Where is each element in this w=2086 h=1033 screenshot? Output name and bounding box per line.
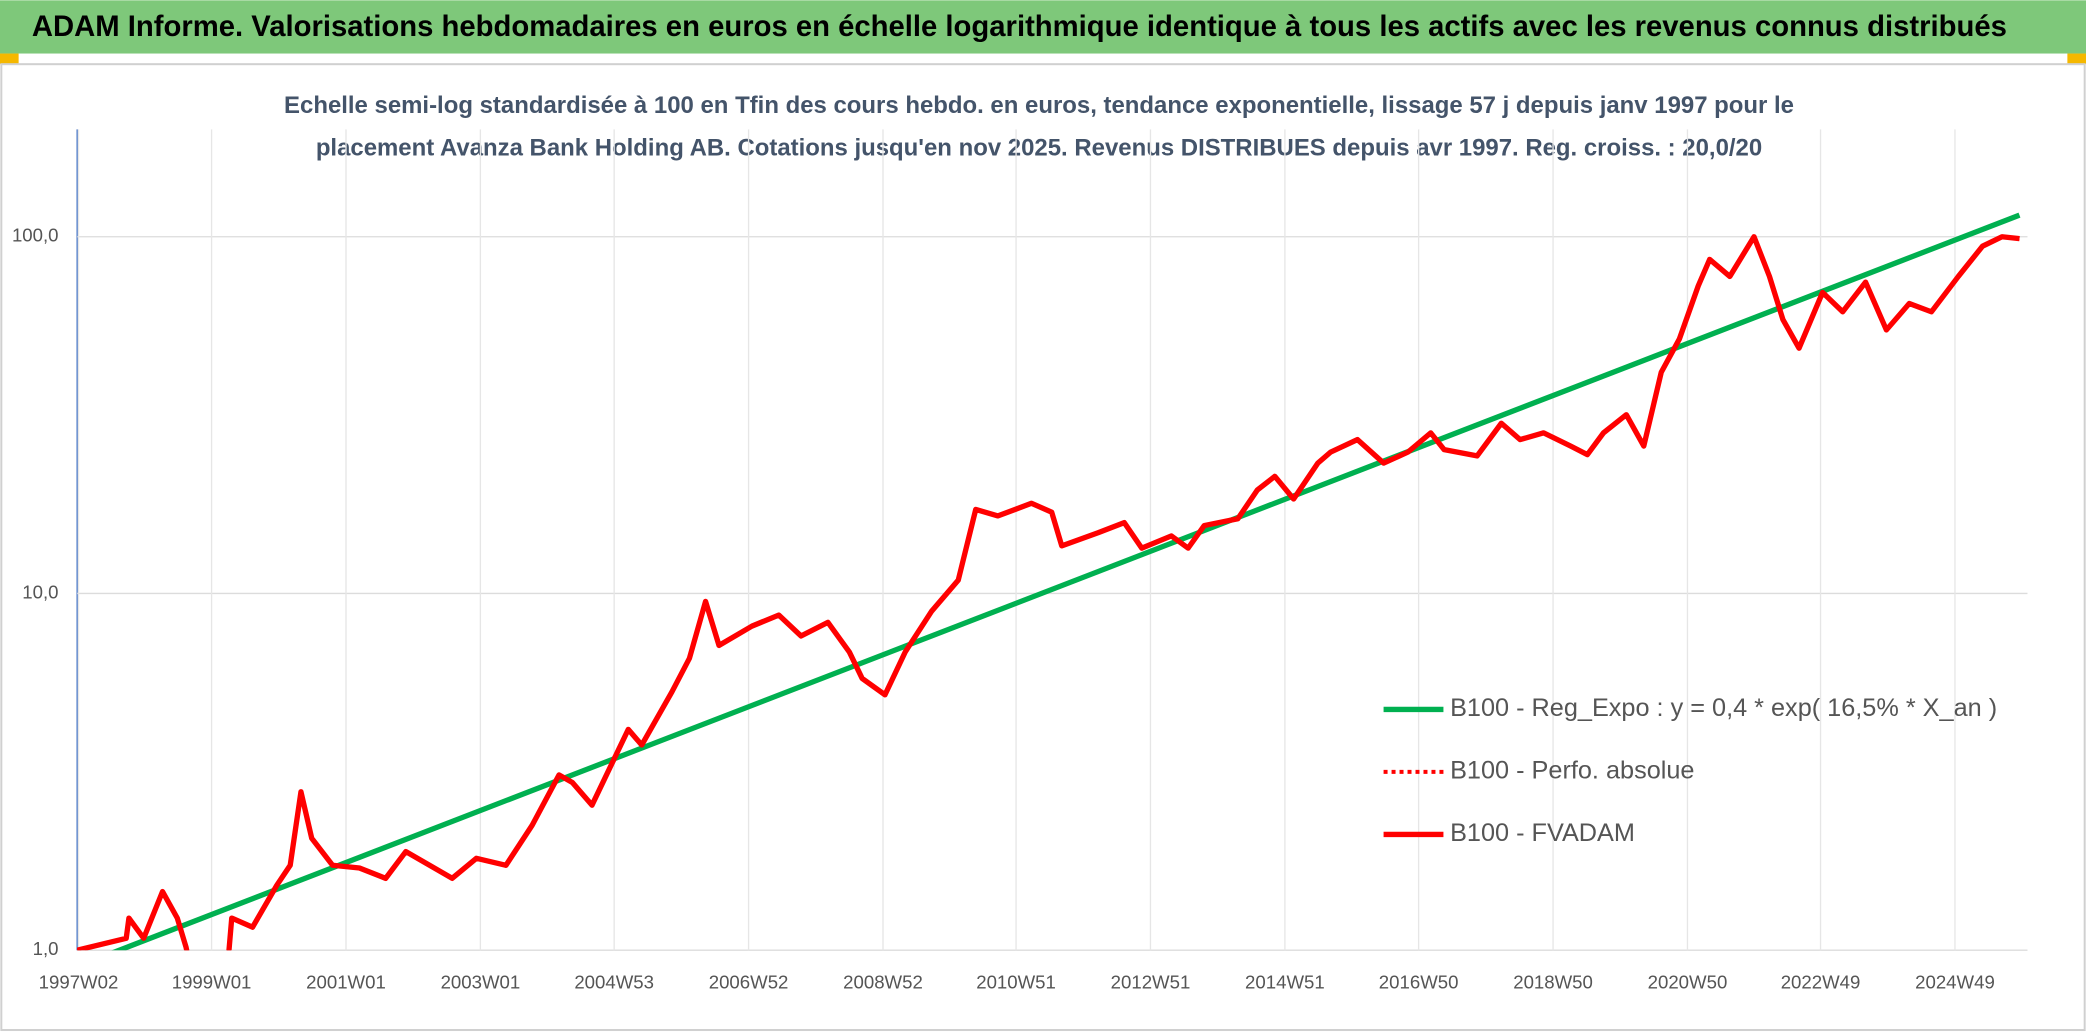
y-tick-label: 1,0 <box>33 938 59 959</box>
x-tick-label: 1999W01 <box>172 971 252 992</box>
x-tick-label: 2014W51 <box>1245 971 1325 992</box>
x-tick-label: 2020W50 <box>1648 971 1728 992</box>
plot-area <box>77 212 2021 951</box>
x-tick-label: 2006W52 <box>709 971 789 992</box>
frame <box>0 63 2086 1032</box>
header-bar <box>0 0 2086 54</box>
x-tick-label: 2008W52 <box>843 971 923 992</box>
series-line <box>111 212 2021 951</box>
legend-label: B100 - Reg_Expo : y = 0,4 * exp( 16,5% *… <box>1450 694 1997 722</box>
grid: 1,0 10,0 100,0 1997W02 1999W01 2001W01 2003W01… <box>12 129 2028 992</box>
x-tick-label: 1997W02 <box>39 971 119 992</box>
x-tick-label: 2003W01 <box>441 971 521 992</box>
x-tick-label: 2001W01 <box>306 971 386 992</box>
x-tick-label: 2004W53 <box>574 971 654 992</box>
legend-label: B100 - Perfo. absolue <box>1450 757 1694 785</box>
chart-title: placement Avanza Bank Holding AB. Cotati… <box>316 135 1762 162</box>
x-tick-label: 2024W49 <box>1915 971 1995 992</box>
x-tick-label: 2016W50 <box>1379 971 1459 992</box>
x-tick-label: 2012W51 <box>1111 971 1191 992</box>
x-tick-label: 2022W49 <box>1781 971 1861 992</box>
x-tick-label: 2018W50 <box>1513 971 1593 992</box>
y-tick-label: 100,0 <box>12 225 59 246</box>
corner-mark <box>2067 53 2086 65</box>
header-title: ADAM Informe. Valorisations hebdomadaire… <box>32 11 2007 43</box>
corner-mark <box>0 53 19 65</box>
y-tick-label: 10,0 <box>22 581 58 602</box>
series-line <box>77 234 2020 951</box>
chart-title: Echelle semi-log standardisée à 100 en T… <box>284 92 1794 119</box>
legend-label: B100 - FVADAM <box>1450 819 1635 847</box>
x-tick-label: 2010W51 <box>976 971 1056 992</box>
legend: B100 - Reg_Expo : y = 0,4 * exp( 16,5% *… <box>1383 694 1997 847</box>
